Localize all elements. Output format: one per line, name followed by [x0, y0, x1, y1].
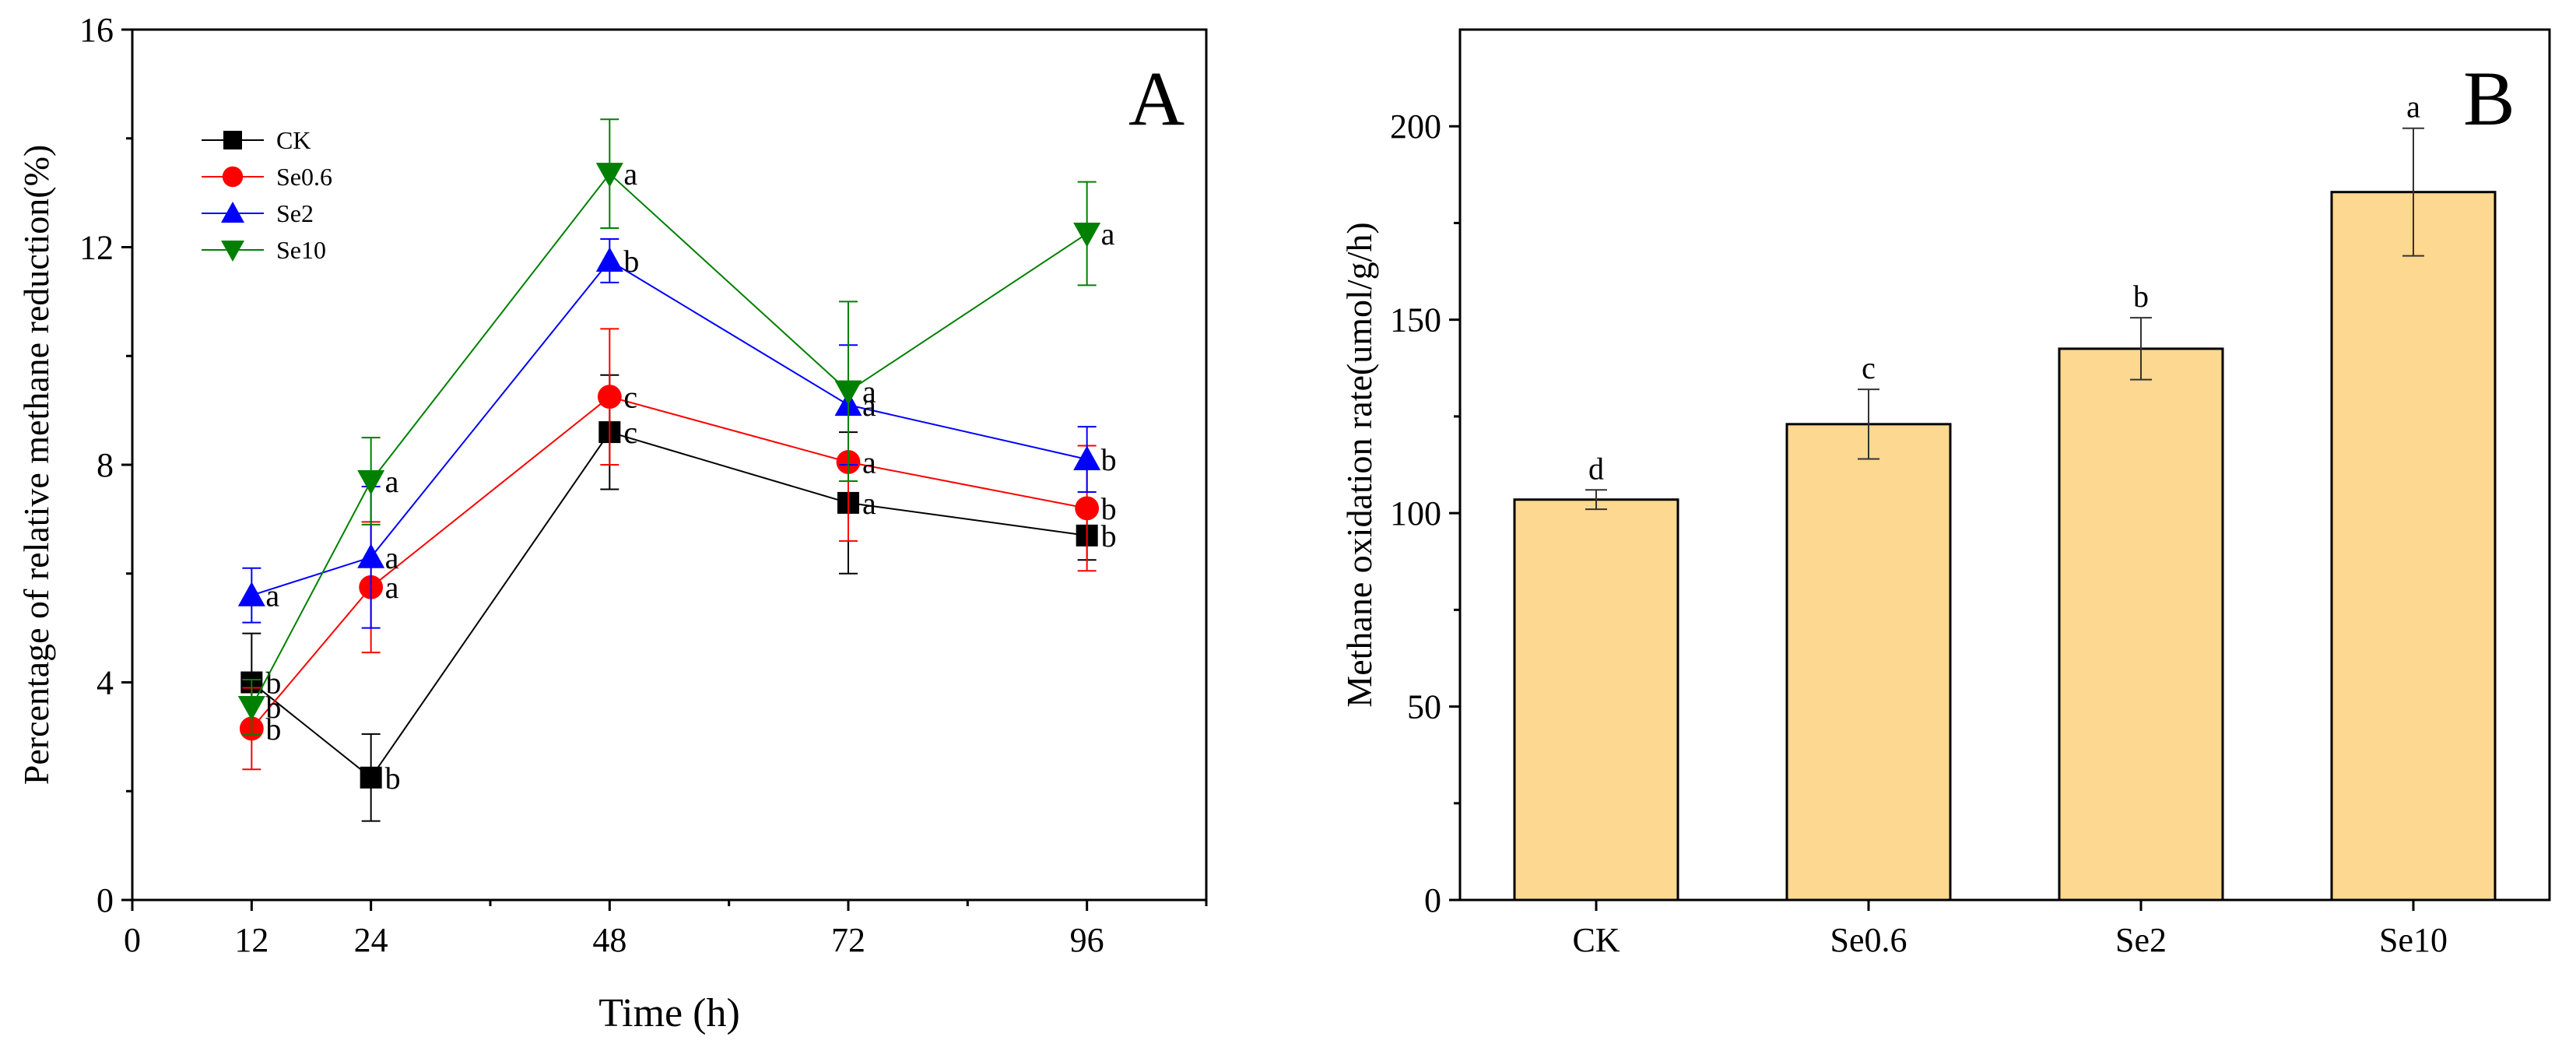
y-tick-label: 150	[1390, 301, 1441, 339]
x-tick-label: Se2	[2115, 921, 2167, 959]
legend-label: Se0.6	[276, 163, 332, 191]
y-tick-label: 100	[1390, 494, 1441, 533]
significance-label: a	[862, 374, 876, 410]
significance-label: a	[385, 540, 399, 575]
significance-label: c	[623, 415, 637, 450]
data-point	[357, 543, 385, 568]
significance-label: c	[1862, 350, 1876, 385]
x-tick-label: 24	[354, 921, 388, 959]
panel-a-y-axis-title: Percentage of relative methane reduction…	[16, 145, 56, 785]
series-line	[251, 259, 1087, 596]
significance-label: b	[1101, 442, 1117, 477]
y-tick-label: 8	[97, 446, 114, 484]
panel-a-x-axis: 0 12 24 48 72 96	[124, 900, 1208, 959]
significance-label: b	[1101, 491, 1117, 526]
significance-label: c	[623, 380, 637, 415]
significance-label: a	[1101, 216, 1115, 251]
x-tick-label: 12	[234, 921, 268, 959]
significance-label: a	[862, 445, 876, 480]
x-tick-label: 72	[831, 921, 865, 959]
y-tick-label: 12	[79, 229, 114, 267]
data-point	[597, 385, 622, 410]
significance-label: b	[623, 244, 639, 279]
panel-b-x-axis: CK Se0.6 Se2 Se10	[1572, 900, 2448, 959]
legend-label: Se10	[276, 236, 326, 264]
significance-label: b	[1101, 518, 1117, 554]
bar-Se10	[2330, 191, 2497, 902]
series-line	[251, 172, 1088, 708]
significance-label: b	[2133, 279, 2149, 314]
data-point	[360, 766, 382, 789]
data-point	[1073, 223, 1101, 248]
legend-marker	[221, 241, 244, 262]
legend-marker	[221, 202, 244, 223]
y-tick-label: 16	[79, 11, 114, 49]
bar-Se0.6	[1785, 423, 1952, 902]
x-tick-label: Se0.6	[1830, 921, 1907, 959]
panel-a-y-axis: 0 4 8 12 16	[79, 11, 132, 919]
y-tick-label: 0	[1424, 881, 1441, 919]
data-point	[595, 163, 623, 188]
significance-label: a	[265, 578, 279, 613]
legend-label: CK	[276, 126, 311, 154]
data-point	[1073, 445, 1101, 471]
panel-a-x-axis-title: Time (h)	[598, 991, 740, 1035]
significance-label: b	[385, 761, 401, 796]
panel-b-label: B	[2463, 55, 2515, 142]
panel-b-bar-chart: 0 50 100 150 200 d c b a CK Se0.6 Se2 Se10 B Metha…	[1339, 28, 2551, 959]
bar-Se2	[2058, 347, 2224, 902]
panel-b-plot-frame	[1458, 28, 2551, 902]
significance-label: a	[862, 486, 876, 521]
significance-label: d	[1588, 451, 1604, 486]
significance-label: a	[2406, 90, 2420, 125]
data-point	[357, 469, 385, 495]
significance-label: a	[385, 464, 399, 499]
legend-label: Se2	[276, 199, 314, 227]
significance-label: a	[385, 570, 399, 605]
y-tick-label: 200	[1390, 107, 1441, 146]
panel-a-label: A	[1128, 55, 1184, 142]
y-tick-label: 0	[97, 881, 114, 919]
panel-b-y-axis: 0 50 100 150 200	[1390, 107, 1460, 919]
data-point	[595, 247, 623, 272]
significance-label: a	[623, 156, 637, 192]
significance-label: b	[265, 712, 281, 747]
significance-label: b	[265, 690, 281, 725]
panel-b-bars-group: d c b a	[1513, 90, 2497, 902]
significance-label: a	[862, 388, 876, 423]
data-point	[834, 380, 862, 406]
y-tick-label: 4	[97, 664, 114, 702]
panel-b-y-axis-title: Methane oxidation rate(umol/g/h)	[1339, 222, 1379, 707]
data-point	[237, 582, 265, 606]
x-tick-label: CK	[1572, 921, 1620, 959]
data-point	[1075, 496, 1100, 521]
x-tick-label: 48	[592, 921, 626, 959]
legend-marker	[223, 131, 242, 149]
y-tick-label: 50	[1407, 688, 1441, 726]
x-tick-label: Se10	[2379, 921, 2448, 959]
bar-CK	[1513, 498, 1679, 902]
legend-marker	[222, 166, 244, 188]
x-tick-label: 96	[1070, 921, 1104, 959]
panel-a-legend: CK Se0.6 Se2 Se10	[202, 126, 332, 264]
panel-a-plot-frame	[131, 28, 1208, 902]
x-tick-label: 0	[124, 921, 141, 959]
data-point	[237, 695, 265, 721]
